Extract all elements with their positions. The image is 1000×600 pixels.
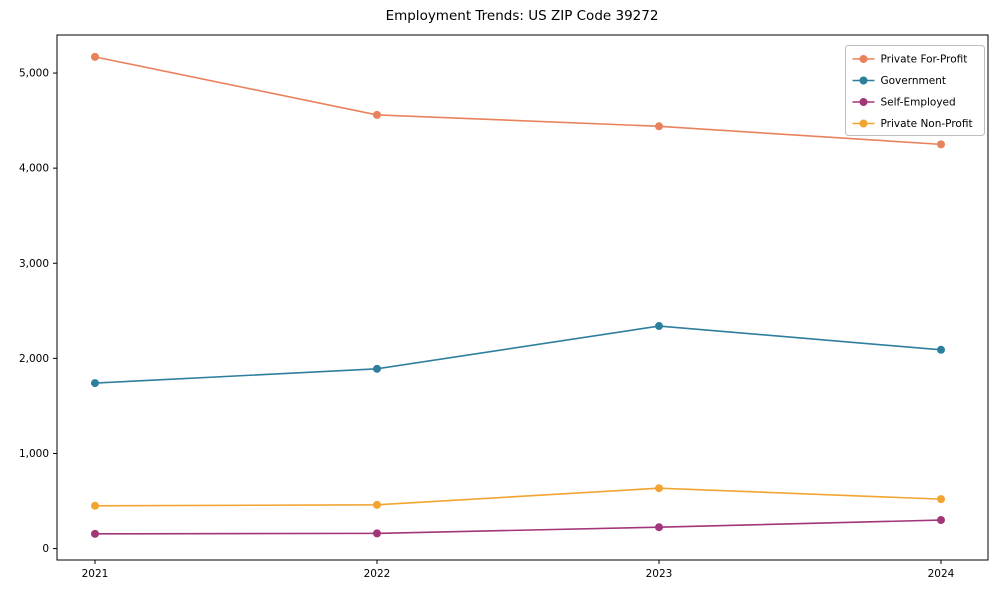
data-point-private-non-profit [655,484,663,493]
y-axis-tick-label: 0 [42,543,49,555]
series-line-government [94,325,942,384]
data-point-private-for-profit [937,140,945,149]
data-point-private-non-profit [937,495,945,504]
x-axis-tick-label: 2024 [928,568,955,580]
data-point-government [91,379,99,388]
legend-label-government: Government [881,75,946,87]
chart-title: Employment Trends: US ZIP Code 39272 [386,8,659,24]
series-line-private-non-profit [94,487,942,507]
plot-border [56,34,989,561]
data-point-private-for-profit [373,110,381,119]
data-point-self-employed [655,523,663,532]
legend-label-private-for-profit: Private For-Profit [881,54,968,66]
data-point-self-employed [373,529,381,538]
y-axis-tick-label: 2,000 [19,353,49,365]
y-axis-tick-label: 4,000 [19,163,49,175]
legend-label-private-non-profit: Private Non-Profit [881,118,973,130]
series-line-private-for-profit [94,56,942,146]
x-axis-tick-label: 2021 [82,568,109,580]
data-point-private-non-profit [91,501,99,510]
data-point-government [655,322,663,331]
legend-marker-private-for-profit [859,55,868,63]
data-point-private-for-profit [655,122,663,131]
legend-marker-private-non-profit [859,119,868,128]
data-point-government [937,345,945,354]
data-point-government [373,364,381,373]
x-axis-tick-label: 2023 [646,568,673,580]
data-point-private-for-profit [91,52,99,61]
y-axis-tick-label: 3,000 [19,258,49,270]
legend-box [845,45,985,136]
data-point-private-non-profit [373,500,381,509]
y-axis-tick-label: 1,000 [19,448,49,460]
legend-marker-self-employed [859,98,868,106]
legend-label-self-employed: Self-Employed [881,97,956,109]
y-axis-tick-label: 5,000 [19,68,49,80]
data-point-self-employed [91,529,99,538]
series-line-self-employed [94,519,942,535]
legend: Private For-Profit Government Self-Employe… [845,45,985,136]
data-point-self-employed [937,516,945,525]
legend-marker-government [859,76,868,85]
x-axis-tick-label: 2022 [364,568,391,580]
